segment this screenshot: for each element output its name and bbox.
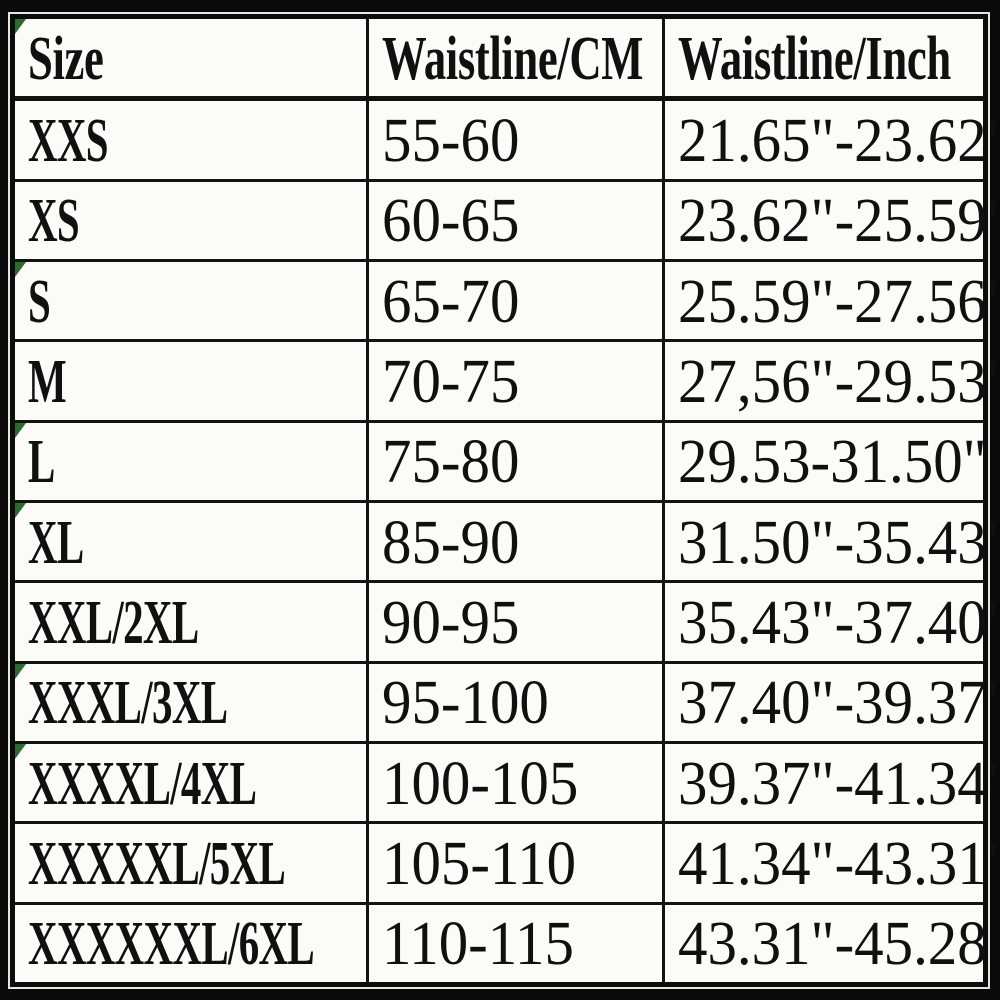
table-row: XS 60-65 23.62"-25.59" bbox=[15, 178, 1000, 259]
size-value: XS bbox=[28, 187, 80, 256]
header-label-size: Size bbox=[28, 24, 104, 93]
header-cell-waistline-inch: Waistline/Inch bbox=[661, 19, 983, 97]
header-cell-size: Size bbox=[15, 19, 367, 97]
size-value: XXXL/3XL bbox=[28, 669, 228, 738]
cm-cell: 55-60 bbox=[366, 101, 662, 179]
corner-flag-icon bbox=[15, 19, 26, 34]
size-cell: XL bbox=[15, 502, 367, 581]
table-row: S 65-70 25.59"-27.56" bbox=[15, 258, 1000, 340]
size-cell: XXXXXXL/6XL bbox=[15, 904, 367, 982]
cm-value: 90-95 bbox=[382, 588, 520, 657]
inch-cell: 39.37"-41.34" bbox=[661, 743, 1000, 822]
inch-cell: 43.31"-45.28 bbox=[661, 904, 986, 982]
table-row: XXXXXL/5XL 105-110 41.34"-43.31" bbox=[15, 821, 1000, 902]
table-row: L 75-80 29.53-31.50" bbox=[15, 419, 986, 500]
size-value: XXXXXXL/6XL bbox=[28, 910, 315, 979]
inch-cell: 35.43"-37.40" bbox=[661, 583, 1000, 661]
header-label-waistline-inch: Waistline/Inch bbox=[677, 24, 951, 93]
header-cell-waistline-cm: Waistline/CM bbox=[366, 19, 662, 97]
inch-cell: 21.65"-23.62" bbox=[661, 101, 1000, 179]
size-cell: XXXXL/4XL bbox=[15, 743, 367, 822]
corner-flag-icon bbox=[15, 502, 26, 518]
size-value: S bbox=[28, 267, 51, 336]
cm-cell: 110-115 bbox=[366, 904, 662, 982]
cm-value: 65-70 bbox=[382, 267, 520, 336]
cm-cell: 100-105 bbox=[366, 743, 662, 822]
cm-cell: 60-65 bbox=[366, 181, 662, 259]
table-row: XXXXXXL/6XL 110-115 43.31"-45.28 bbox=[15, 901, 986, 982]
size-value: XXL/2XL bbox=[28, 588, 199, 657]
size-value: XL bbox=[28, 508, 84, 577]
corner-flag-icon bbox=[15, 663, 26, 679]
inch-value: 43.31"-45.28 bbox=[677, 910, 987, 979]
inch-cell: 31.50"-35.43" bbox=[661, 502, 1000, 581]
inch-cell: 25.59"-27.56" bbox=[661, 261, 1000, 340]
size-cell: M bbox=[15, 342, 367, 420]
size-value: M bbox=[28, 347, 67, 416]
size-value: XXXXL/4XL bbox=[28, 749, 257, 818]
inch-value: 21.65"-23.62" bbox=[677, 106, 1000, 175]
cm-cell: 105-110 bbox=[366, 824, 662, 902]
corner-flag-icon bbox=[15, 422, 26, 438]
cm-cell: 75-80 bbox=[366, 422, 662, 500]
size-cell: XS bbox=[15, 181, 367, 259]
inch-cell: 23.62"-25.59" bbox=[661, 181, 1000, 259]
cm-cell: 90-95 bbox=[366, 583, 662, 661]
inch-value: 25.59"-27.56" bbox=[677, 267, 1000, 336]
inch-value: 27,56"-29.53" bbox=[677, 347, 1000, 416]
inch-value: 35.43"-37.40" bbox=[677, 588, 1000, 657]
inch-value: 31.50"-35.43" bbox=[677, 508, 1000, 577]
corner-flag-icon bbox=[15, 261, 26, 277]
cm-cell: 65-70 bbox=[366, 261, 662, 340]
cm-value: 100-105 bbox=[382, 749, 579, 818]
size-chart-table: Size Waistline/CM Waistline/Inch XXS 55-… bbox=[8, 12, 1000, 989]
table-row: XXL/2XL 90-95 35.43"-37.40" bbox=[15, 580, 1000, 661]
table-row: XXXXL/4XL 100-105 39.37"-41.34" bbox=[15, 740, 1000, 822]
cm-value: 75-80 bbox=[382, 428, 520, 497]
inch-cell: 41.34"-43.31" bbox=[661, 824, 1000, 902]
size-cell: XXL/2XL bbox=[15, 583, 367, 661]
table-row: XXS 55-60 21.65"-23.62" bbox=[15, 101, 1000, 179]
cm-cell: 95-100 bbox=[366, 663, 662, 741]
size-cell: L bbox=[15, 422, 367, 500]
table-row: XL 85-90 31.50"-35.43" bbox=[15, 499, 1000, 581]
corner-flag-icon bbox=[15, 743, 26, 759]
table-header-row: Size Waistline/CM Waistline/Inch bbox=[15, 19, 983, 102]
inch-cell: 29.53-31.50" bbox=[661, 422, 986, 500]
inch-value: 41.34"-43.31" bbox=[677, 829, 1000, 898]
inch-value: 29.53-31.50" bbox=[677, 428, 987, 497]
cm-value: 85-90 bbox=[382, 508, 520, 577]
table-row: M 70-75 27,56"-29.53" bbox=[15, 339, 1000, 420]
inch-cell: 37.40"-39.37" bbox=[661, 663, 1000, 741]
size-value: XXS bbox=[28, 106, 109, 175]
cm-cell: 70-75 bbox=[366, 342, 662, 420]
cm-value: 55-60 bbox=[382, 106, 520, 175]
size-cell: XXXXXL/5XL bbox=[15, 824, 367, 902]
cm-value: 60-65 bbox=[382, 187, 520, 256]
inch-value: 39.37"-41.34" bbox=[677, 749, 1000, 818]
cm-value: 95-100 bbox=[382, 669, 550, 738]
cm-value: 110-115 bbox=[382, 910, 575, 979]
inch-value: 37.40"-39.37" bbox=[677, 669, 1000, 738]
header-label-waistline-cm: Waistline/CM bbox=[382, 24, 644, 93]
size-cell: S bbox=[15, 261, 367, 340]
cm-cell: 85-90 bbox=[366, 502, 662, 581]
inch-value: 23.62"-25.59" bbox=[677, 187, 1000, 256]
cm-value: 105-110 bbox=[382, 829, 577, 898]
cm-value: 70-75 bbox=[382, 347, 520, 416]
inch-cell: 27,56"-29.53" bbox=[661, 342, 1000, 420]
size-value: XXXXXL/5XL bbox=[28, 829, 286, 898]
table-row: XXXL/3XL 95-100 37.40"-39.37" bbox=[15, 660, 1000, 741]
size-cell: XXXL/3XL bbox=[15, 663, 367, 741]
size-cell: XXS bbox=[15, 101, 367, 179]
size-value: L bbox=[28, 428, 55, 497]
